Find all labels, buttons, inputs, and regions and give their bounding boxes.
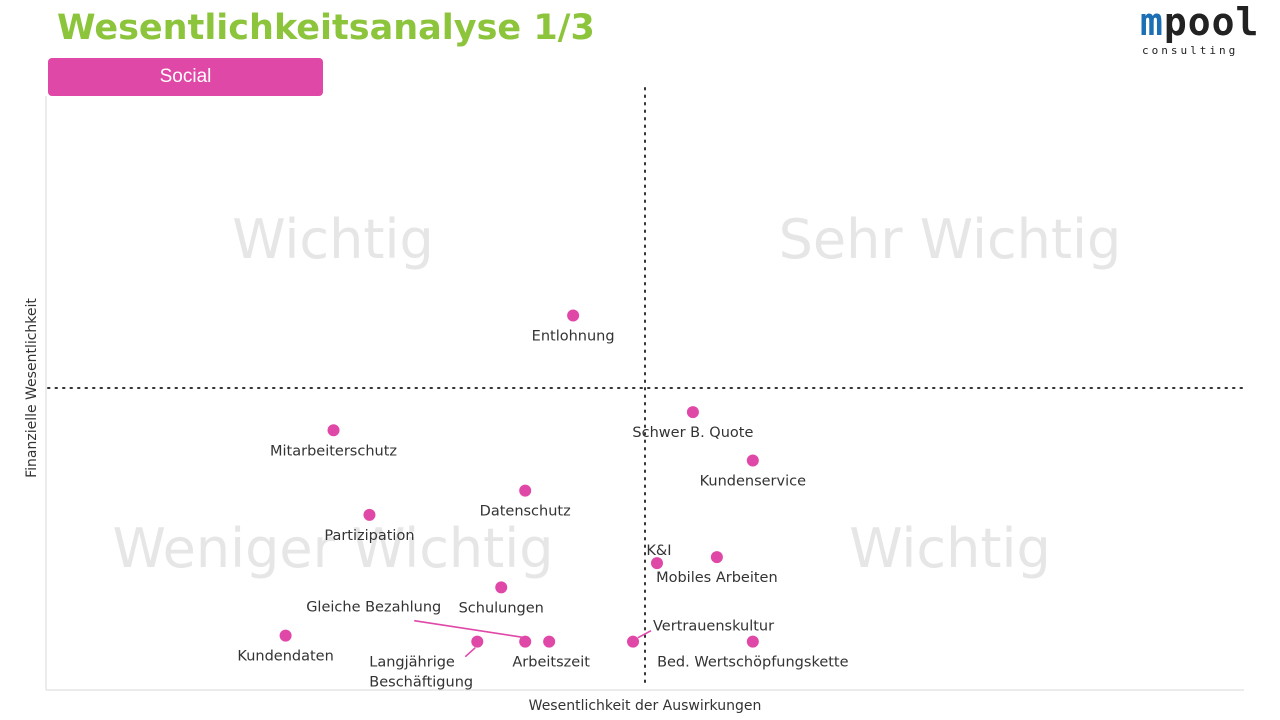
logo-subtitle: consulting xyxy=(1142,44,1239,57)
point-label-schwer-b-quote: Schwer B. Quote xyxy=(632,425,753,441)
quadrant-label-top-left: Wichtig xyxy=(232,208,434,271)
point-label-bed-wertschopfungskette: Bed. Wertschöpfungskette xyxy=(657,655,849,671)
data-point-arbeitszeit xyxy=(543,635,556,648)
leader-line-vertrauenskultur xyxy=(637,629,652,639)
point-label-arbeitszeit: Arbeitszeit xyxy=(512,655,590,671)
quadrant-label-bottom-right: Wichtig xyxy=(849,517,1051,580)
leader-line-gleiche-bezahlung xyxy=(414,619,526,639)
data-point-partizipation xyxy=(363,508,376,521)
data-point-kundendaten xyxy=(279,629,292,642)
logo-m-letter: m xyxy=(1140,0,1164,44)
point-label-partizipation: Partizipation xyxy=(324,528,414,544)
data-point-entlohnung xyxy=(567,309,580,322)
data-point-kundenservice xyxy=(746,454,759,467)
point-label-kundenservice: Kundenservice xyxy=(700,473,806,489)
quadrant-label-bottom-left: Weniger Wichtig xyxy=(112,517,553,580)
data-point-gleiche-bezahlung xyxy=(519,635,532,648)
x-axis-label: Wesentlichkeit der Auswirkungen xyxy=(529,698,762,714)
page-title: Wesentlichkeitsanalyse 1/3 xyxy=(57,8,595,48)
leader-line-langjahrige-beschaftigung xyxy=(464,647,476,658)
point-label-schulungen: Schulungen xyxy=(459,600,544,616)
quadrant-label-top-right: Sehr Wichtig xyxy=(779,208,1122,271)
data-point-schwer-b-quote xyxy=(686,406,699,419)
point-label-gleiche-bezahlung: Gleiche Bezahlung xyxy=(306,600,441,616)
data-point-vertrauenskultur xyxy=(627,635,640,648)
data-point-mobiles-arbeiten xyxy=(710,551,723,564)
logo-wordmark: mpool xyxy=(1140,0,1259,44)
data-point-datenschutz xyxy=(519,484,532,497)
point-label-datenschutz: Datenschutz xyxy=(480,504,571,520)
data-point-bed-wertschopfungskette xyxy=(746,635,759,648)
logo-rest-letters: pool xyxy=(1163,0,1260,44)
point-label-entlohnung: Entlohnung xyxy=(532,329,615,345)
y-axis-label: Finanzielle Wesentlichkeit xyxy=(24,298,40,478)
point-label-kundendaten: Kundendaten xyxy=(237,649,333,665)
category-badge: Social xyxy=(48,58,323,96)
point-label-mobiles-arbeiten: Mobiles Arbeiten xyxy=(656,570,778,586)
data-point-schulungen xyxy=(495,581,508,594)
mpool-logo: mpool consulting xyxy=(1140,0,1270,62)
point-label-vertrauenskultur: Vertrauenskultur xyxy=(653,619,774,635)
point-label-langjahrige-beschaftigung: Langjährige Beschäftigung xyxy=(369,655,473,691)
data-point-langjahrige-beschaftigung xyxy=(471,635,484,648)
data-point-mitarbeiterschutz xyxy=(327,424,340,437)
data-points-layer: Entlohnung Mitarbeiterschutz Schwer B. Quo… xyxy=(237,309,849,691)
data-point-k-i xyxy=(650,557,663,570)
point-label-k-i: K&I xyxy=(646,543,671,559)
point-label-mitarbeiterschutz: Mitarbeiterschutz xyxy=(270,443,397,459)
